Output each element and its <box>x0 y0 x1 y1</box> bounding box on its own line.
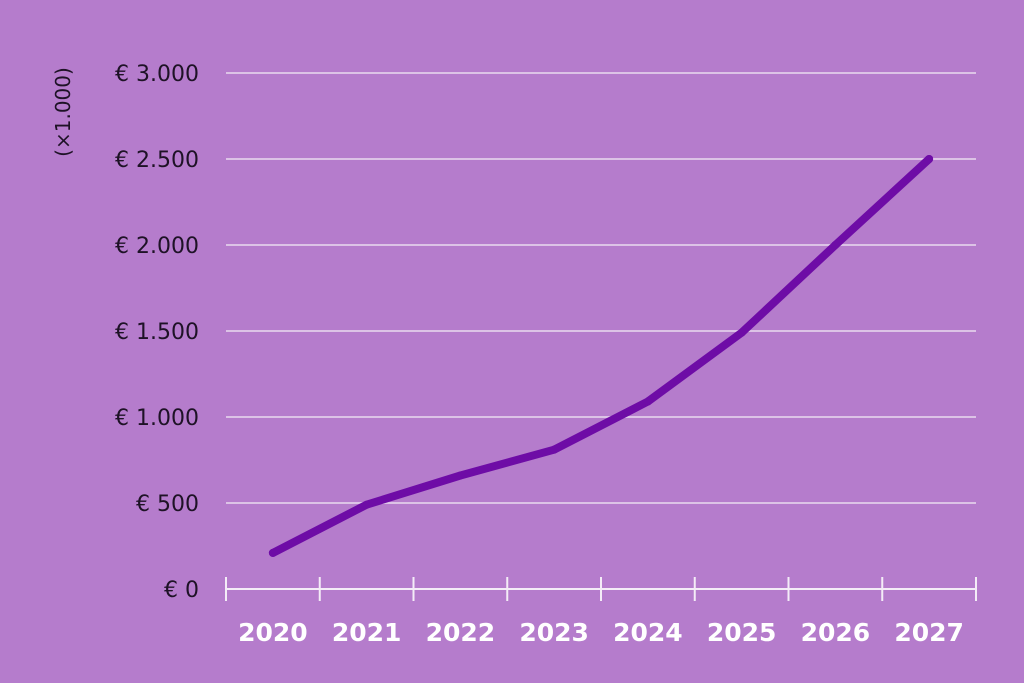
y-tick-label-1: € 500 <box>136 492 199 517</box>
y-tick-label-5: € 2.500 <box>115 148 199 173</box>
data-point-2020 <box>268 548 277 557</box>
data-point-2023 <box>550 445 559 454</box>
x-axis <box>225 577 977 601</box>
data-point-2026 <box>831 241 840 249</box>
x-tick-label-2027: 2027 <box>894 618 964 647</box>
x-tick-label-2025: 2025 <box>707 618 777 647</box>
x-tick-label-2024: 2024 <box>613 618 683 647</box>
y-tick-label-6: € 3.000 <box>115 62 199 87</box>
data-point-2021 <box>362 500 371 509</box>
data-point-2025 <box>737 328 746 337</box>
x-tick-labels: 2020 2021 2022 2023 2024 2025 2026 2027 <box>238 618 964 647</box>
x-tick-label-2023: 2023 <box>519 618 589 647</box>
gridlines <box>226 72 976 504</box>
x-tick-label-2021: 2021 <box>332 618 402 647</box>
y-tick-label-3: € 1.500 <box>115 320 199 345</box>
x-tick-label-2020: 2020 <box>238 618 308 647</box>
series-line-0 <box>268 155 934 557</box>
y-tick-label-0: € 0 <box>164 578 199 603</box>
data-point-2024 <box>643 397 652 406</box>
y-tick-labels: € 0 € 500 € 1.000 € 1.500 € 2.000 € 2.500 € 3.… <box>115 62 199 603</box>
y-tick-label-2: € 1.000 <box>115 406 199 431</box>
y-tick-label-4: € 2.000 <box>115 234 199 259</box>
data-point-2027 <box>925 155 934 163</box>
data-point-2022 <box>456 471 465 480</box>
unit-label: (×1.000) <box>51 67 75 157</box>
x-tick-label-2026: 2026 <box>801 618 871 647</box>
x-tick-label-2022: 2022 <box>426 618 496 647</box>
series-layer <box>268 155 934 557</box>
